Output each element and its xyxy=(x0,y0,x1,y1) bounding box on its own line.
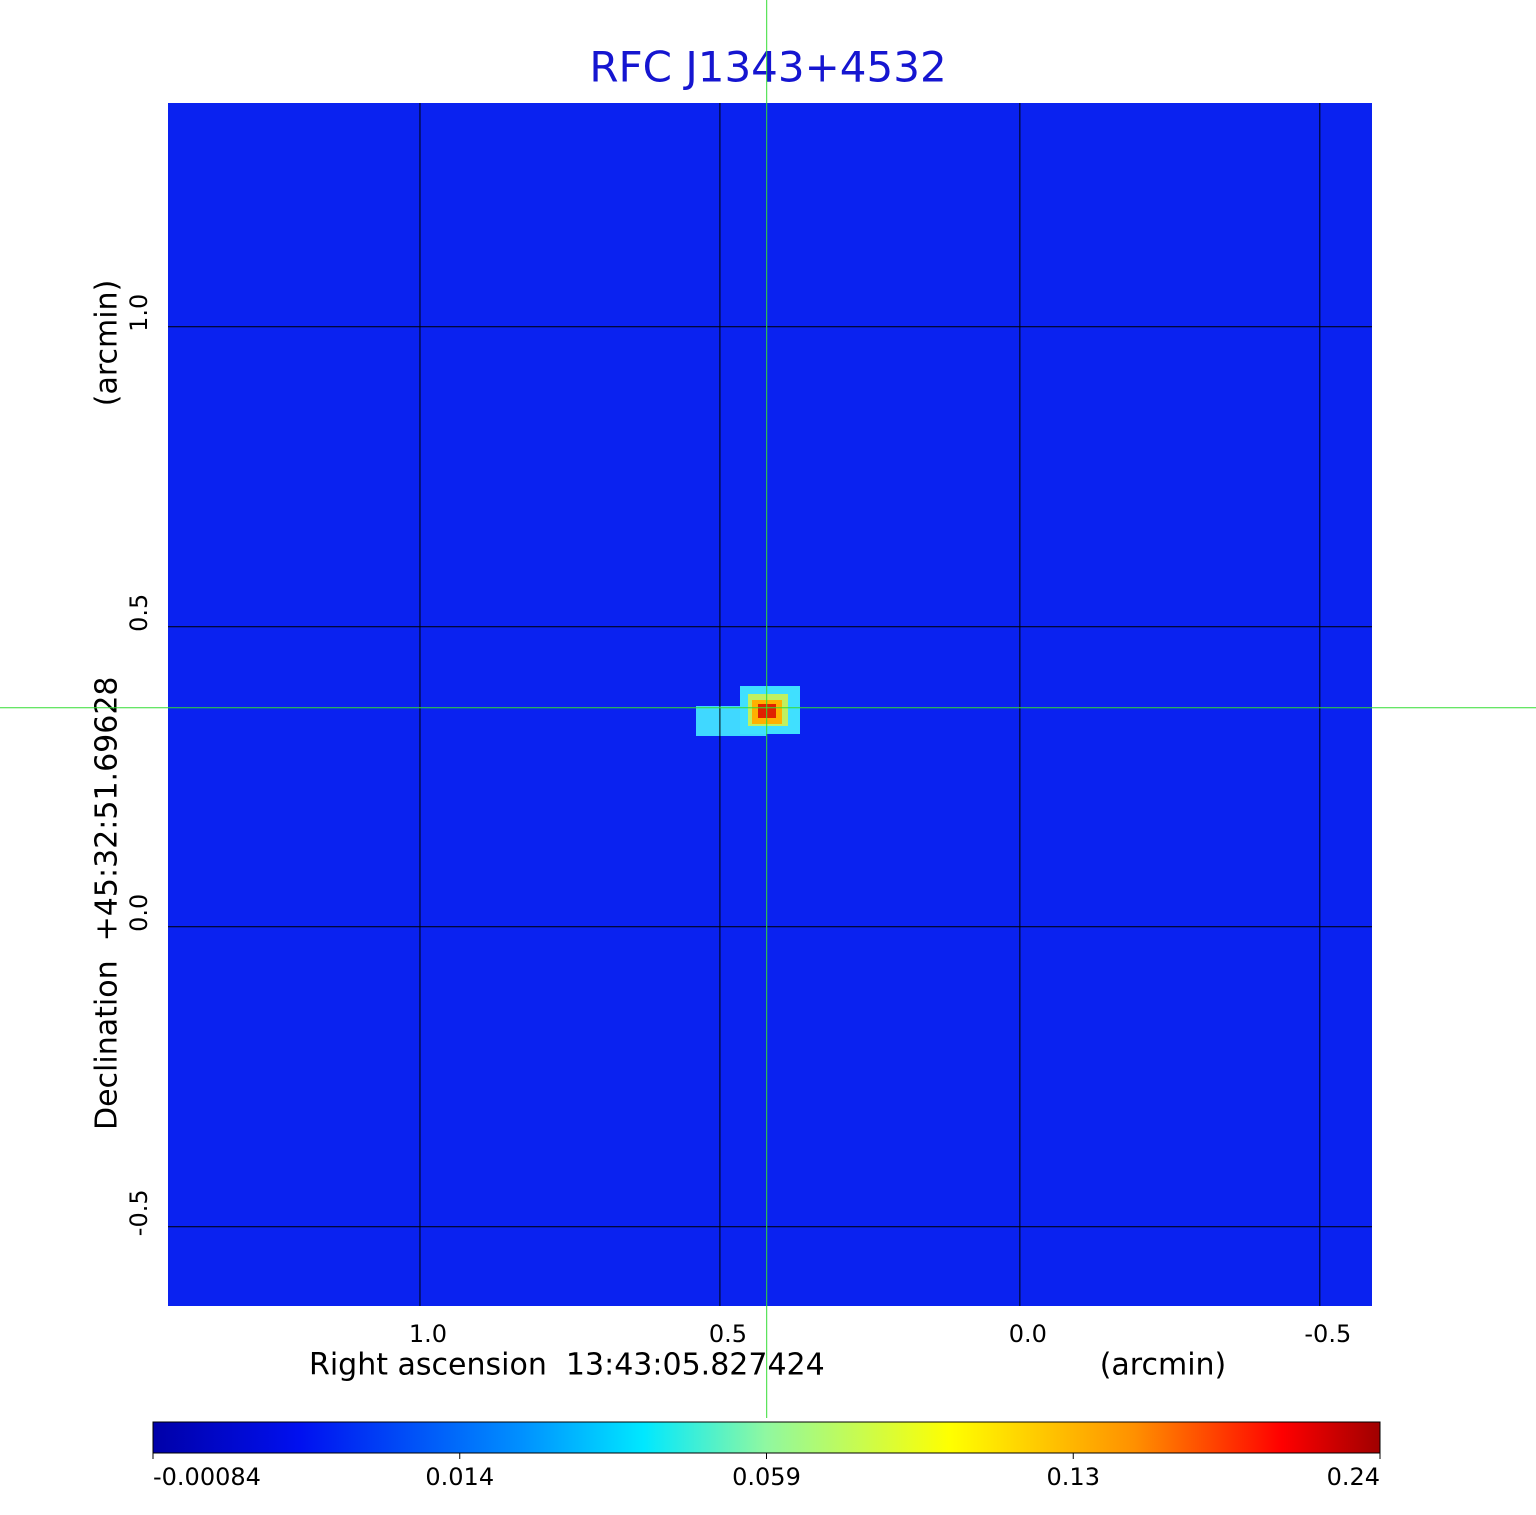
colorbar-tick-label: -0.00084 xyxy=(153,1463,261,1491)
y-tick-label: -0.5 xyxy=(125,1189,153,1236)
colorbar-tick-label: 0.24 xyxy=(1327,1463,1380,1491)
x-axis-unit: (arcmin) xyxy=(1100,1348,1227,1383)
chart-title: RFC J1343+4532 xyxy=(589,43,946,92)
colorbar-tick-label: 0.014 xyxy=(425,1463,494,1491)
y-axis-unit: (arcmin) xyxy=(90,280,125,407)
x-axis-label: Right ascension 13:43:05.827424 xyxy=(309,1348,825,1383)
colorbar xyxy=(152,1421,1381,1454)
colorbar-tick-label: 0.059 xyxy=(732,1463,801,1491)
x-tick-label: 0.0 xyxy=(1009,1320,1047,1348)
y-tick-label: 0.5 xyxy=(125,594,153,632)
colorbar-tick-label: 0.13 xyxy=(1047,1463,1100,1491)
y-tick-label: 0.0 xyxy=(125,894,153,932)
x-tick-label: -0.5 xyxy=(1304,1320,1351,1348)
y-axis-label: Declination +45:32:51.69628 xyxy=(90,676,125,1130)
x-tick-label: 1.0 xyxy=(409,1320,447,1348)
y-tick-label: 1.0 xyxy=(125,294,153,332)
x-tick-label: 0.5 xyxy=(709,1320,747,1348)
